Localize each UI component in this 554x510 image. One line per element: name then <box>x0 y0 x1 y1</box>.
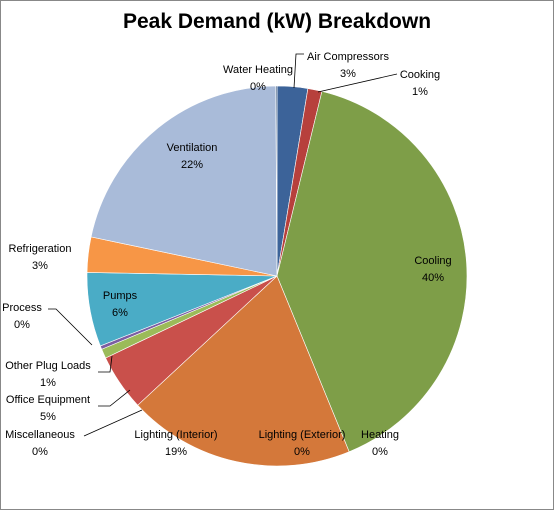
data-percent-lighting-exterior: 0% <box>294 446 310 458</box>
leader-line-air-compressors <box>293 53 304 89</box>
slice-cooling <box>276 91 468 453</box>
data-percent-pumps: 6% <box>112 307 128 319</box>
data-label-air-compressors: Air Compressors <box>307 51 389 63</box>
data-percent-air-compressors: 3% <box>340 68 356 80</box>
data-label-cooking: Cooking <box>400 69 440 81</box>
data-percent-office-equipment: 5% <box>40 411 56 423</box>
data-percent-miscellaneous: 0% <box>32 446 48 458</box>
leader-line-other-plug-loads <box>98 355 113 373</box>
data-label-process: Process <box>2 302 42 314</box>
slice-ventilation <box>90 85 278 277</box>
data-label-cooling: Cooling <box>414 255 451 267</box>
data-percent-cooking: 1% <box>412 86 428 98</box>
data-label-refrigeration: Refrigeration <box>9 243 72 255</box>
chart-title: Peak Demand (kW) Breakdown <box>122 10 432 33</box>
data-percent-water-heating: 0% <box>250 81 266 93</box>
data-percent-cooling: 40% <box>422 272 444 284</box>
leader-line-process <box>48 308 93 346</box>
data-percent-lighting-interior: 19% <box>165 446 187 458</box>
leader-line-office-equipment <box>98 389 131 407</box>
data-label-office-equipment: Office Equipment <box>6 394 90 406</box>
data-label-water-heating: Water Heating <box>223 64 293 76</box>
leader-line-miscellaneous <box>83 409 143 437</box>
data-label-ventilation: Ventilation <box>167 142 218 154</box>
leader-line-cooking <box>317 73 398 93</box>
data-label-pumps: Pumps <box>103 290 138 302</box>
data-percent-heating: 0% <box>372 446 388 458</box>
data-label-lighting-exterior: Lighting (Exterior) <box>259 429 346 441</box>
data-label-miscellaneous: Miscellaneous <box>5 429 75 441</box>
data-label-heating: Heating <box>361 429 399 441</box>
data-percent-process: 0% <box>14 319 30 331</box>
data-label-lighting-interior: Lighting (Interior) <box>134 429 217 441</box>
slice-lighting-interior <box>137 275 350 467</box>
slice-water-heating <box>275 85 278 277</box>
data-percent-refrigeration: 3% <box>32 260 48 272</box>
data-label-other-plug-loads: Other Plug Loads <box>5 360 91 372</box>
data-percent-other-plug-loads: 1% <box>40 377 56 389</box>
data-percent-ventilation: 22% <box>181 159 203 171</box>
